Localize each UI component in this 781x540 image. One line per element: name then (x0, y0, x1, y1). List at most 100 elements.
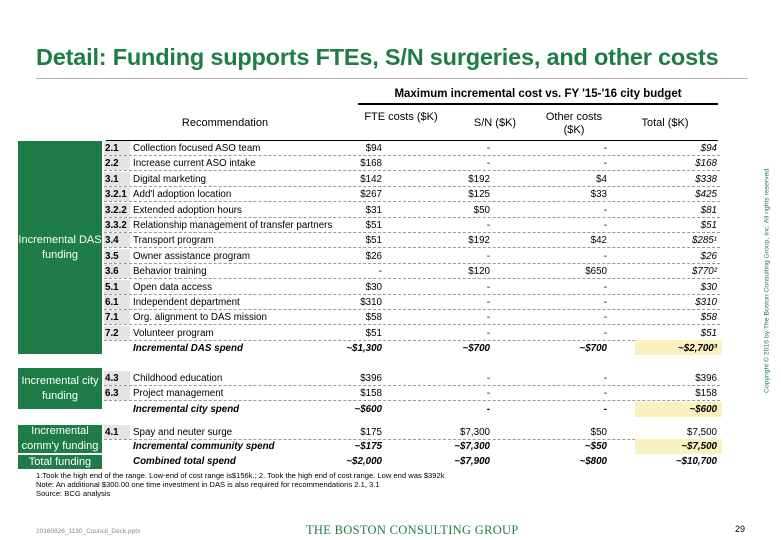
title-divider (36, 78, 748, 79)
das-total-other: ~$700 (579, 343, 607, 354)
row-fte: $267 (360, 189, 382, 201)
das-total-label: Incremental DAS spend (133, 343, 243, 354)
row-other: $4 (596, 173, 607, 185)
combined-total-label: Combined total spend (133, 456, 236, 467)
row-number: 4.1 (105, 427, 119, 438)
bcg-logo: THE BOSTON CONSULTING GROUP (306, 523, 519, 537)
row-number-bg (104, 386, 130, 400)
das-total-sn: ~$700 (462, 343, 490, 354)
combined-total-row-final: Combined total spend ~$2,000 ~$7,900 ~$800 ~… (104, 454, 720, 471)
row-fte: $142 (360, 173, 382, 185)
row-other: $650 (585, 266, 607, 278)
row-number: 3.4 (105, 235, 119, 247)
row-sn: - (486, 312, 490, 324)
col-header-recommendation: Recommendation (181, 117, 269, 129)
row-number: 5.1 (105, 281, 119, 293)
row-number: 7.1 (105, 312, 119, 324)
row-total: $51 (700, 220, 717, 231)
row-other: - (603, 158, 607, 170)
row-other: - (603, 204, 607, 216)
row-number-bg (104, 264, 130, 279)
row-sn: - (486, 220, 490, 231)
col-header-other: Other costs ($K) (545, 111, 603, 136)
group-label-city: Incremental city funding (18, 368, 102, 409)
header-rule (106, 140, 718, 141)
row-recommendation: Owner assistance program (133, 250, 251, 262)
row-recommendation: Volunteer program (133, 327, 214, 339)
row-sn: - (486, 327, 490, 339)
page-title: Detail: Funding supports FTEs, S/N surge… (36, 44, 719, 70)
das-total-total: ~$2,700³ (678, 343, 717, 354)
row-total: $338 (695, 173, 717, 185)
das-total-row: Incremental DAS spend ~$1,300 ~$700 ~$70… (104, 340, 722, 358)
table-row: 6.3 Project management $158 - - $158 (104, 386, 720, 401)
city-total-row: Incremental city spend ~$600 - - ~$600 (104, 402, 722, 419)
row-sn: - (486, 297, 490, 308)
combined-total-total: ~$10,700 (675, 456, 717, 467)
row-number-bg (104, 233, 130, 248)
row-number: 4.3 (105, 373, 119, 384)
row-total: $168 (695, 158, 717, 170)
super-header-rule (358, 103, 718, 105)
row-sn: - (486, 250, 490, 262)
row-total: $26 (700, 250, 717, 262)
table-row: 2.2 Increase current ASO intake $168 - - $168 (104, 156, 720, 172)
row-fte: $175 (360, 427, 382, 438)
row-number: 6.3 (105, 388, 119, 399)
row-number-bg (104, 171, 130, 186)
community-total-label: Incremental community spend (133, 441, 275, 452)
city-total-sn: - (486, 404, 490, 415)
row-recommendation: Independent department (133, 297, 240, 308)
table-row: 3.5 Owner assistance program $26 - - $26 (104, 248, 720, 264)
group-label-community: Incremental comm'y funding (18, 425, 102, 453)
footnote-source: Source: BCG analysis (36, 489, 111, 498)
row-number-bg (104, 156, 130, 171)
row-number-bg (104, 218, 130, 232)
row-total: $158 (695, 388, 717, 399)
community-total-fte: ~$175 (354, 441, 382, 452)
community-total-sn: ~$7,300 (454, 441, 490, 452)
col-header-total: Total ($K) (641, 117, 689, 129)
row-recommendation: Digital marketing (133, 173, 206, 185)
row-number-bg (104, 295, 130, 309)
row-total: $94 (700, 143, 717, 154)
row-total: $425 (695, 189, 717, 201)
row-other: - (603, 143, 607, 154)
row-other: - (603, 250, 607, 262)
row-fte: $396 (360, 373, 382, 384)
row-recommendation: Org. alignment to DAS mission (133, 312, 267, 324)
row-sn: - (486, 281, 490, 293)
row-sn: - (486, 143, 490, 154)
row-total: $285¹ (691, 235, 717, 247)
row-other: - (603, 388, 607, 399)
row-number: 7.2 (105, 327, 119, 339)
row-total: $310 (695, 297, 717, 308)
table-row: 7.1 Org. alignment to DAS mission $58 - - $58 (104, 310, 720, 326)
footnote-note: Note: An additional $300.00 one time inv… (36, 480, 380, 489)
table-row: 2.1 Collection focused ASO team $94 - - $94 (104, 141, 720, 156)
footnote-1: 1.Took the high end of the range. Low-en… (36, 471, 445, 480)
row-other: - (603, 281, 607, 293)
row-recommendation: Project management (133, 388, 224, 399)
row-recommendation: Spay and neuter surge (133, 427, 233, 438)
row-sn: - (486, 158, 490, 170)
row-fte: $51 (365, 220, 382, 231)
row-other: $50 (590, 427, 607, 438)
row-number: 3.6 (105, 266, 119, 278)
row-number-bg (104, 202, 130, 217)
das-total-fte: ~$1,300 (346, 343, 382, 354)
row-recommendation: Transport program (133, 235, 214, 247)
row-fte: $310 (360, 297, 382, 308)
table-row: 7.2 Volunteer program $51 - - $51 (104, 325, 720, 341)
combined-total-sn: ~$7,900 (454, 456, 490, 467)
community-total-total: ~$7,500 (681, 441, 717, 452)
row-fte: $168 (360, 158, 382, 170)
total-highlight (635, 439, 722, 454)
row-sn: $125 (468, 189, 490, 201)
table-row: 5.1 Open data access $30 - - $30 (104, 279, 720, 295)
row-number-bg (104, 371, 130, 385)
row-total: $7,500 (687, 427, 717, 438)
page-number: 29 (735, 524, 746, 534)
row-fte: $30 (365, 281, 382, 293)
row-total: $30 (700, 281, 717, 293)
